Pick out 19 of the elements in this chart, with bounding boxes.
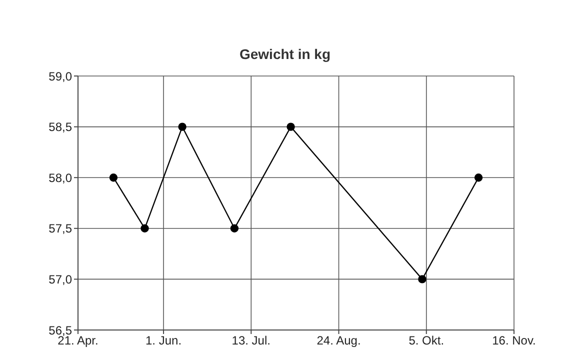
y-tick-label: 56,5: [48, 323, 72, 338]
x-tick-label: 16. Nov.: [492, 334, 536, 348]
y-tick-label: 57,5: [48, 222, 72, 236]
point: [230, 224, 239, 232]
point: [178, 122, 186, 131]
y-tick-label: 59,0: [48, 69, 72, 84]
y-tick-label: 58,0: [48, 170, 72, 185]
point: [286, 122, 295, 131]
y-tick-label: 58,5: [48, 120, 72, 134]
x-tick-label: 5. Okt.: [408, 334, 444, 348]
point: [474, 174, 483, 182]
point: [140, 224, 149, 232]
point: [418, 275, 426, 284]
x-tick-label: 13. Jul.: [232, 334, 270, 348]
chart-title: Gewicht in kg: [238, 45, 332, 64]
y-tick-label: 57,0: [48, 272, 72, 286]
x-tick-label: 24. Aug.: [316, 334, 361, 348]
x-tick-label: 1. Jun.: [146, 334, 182, 348]
point: [109, 174, 118, 182]
